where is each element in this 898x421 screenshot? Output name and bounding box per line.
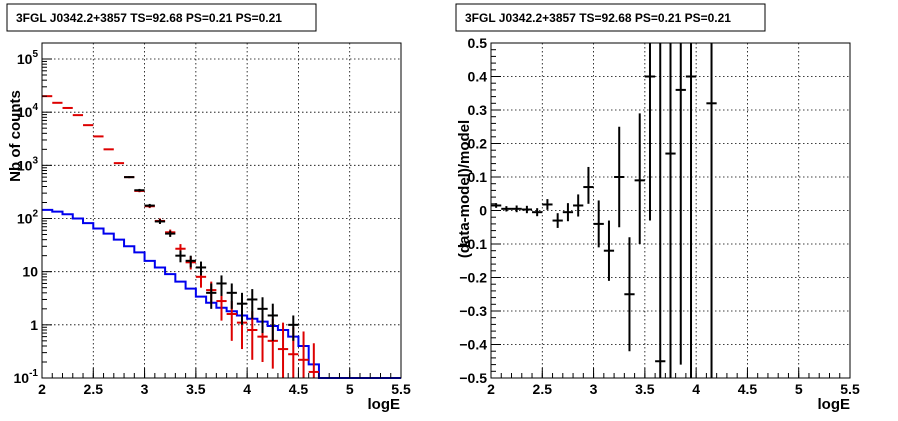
right-y-tick-label: 0.3 [468, 102, 488, 118]
right-x-tick-label: 3.5 [635, 381, 655, 397]
right-y-tick-label: −0.3 [459, 303, 487, 319]
left-series [42, 95, 401, 379]
left-data-point [175, 250, 186, 263]
right-data-point [521, 205, 533, 214]
left-data-point [298, 331, 309, 378]
left-plot-frame [41, 42, 402, 379]
left-grid [42, 43, 401, 378]
right-data-point [603, 220, 615, 281]
right-y-tick-label: 0 [479, 203, 487, 219]
right-x-tick-label: 5 [795, 381, 803, 397]
left-data-point [308, 343, 319, 378]
left-data-point [195, 261, 207, 276]
left-data-point [165, 230, 176, 237]
left-data-point [144, 203, 155, 208]
left-x-tick-label: 3.5 [186, 381, 206, 397]
right-data-point [562, 203, 574, 222]
left-x-tick-label: 4.5 [289, 381, 309, 397]
right-data-point [542, 199, 553, 210]
left-data-point [257, 297, 268, 334]
left-x-tick-label: 2 [38, 381, 46, 397]
right-y-tick-label: 0.1 [468, 169, 488, 185]
left-x-tick-label: 3 [141, 381, 149, 397]
left-x-tick-label: 2.5 [84, 381, 104, 397]
left-y-tick-label: 103 [17, 155, 39, 173]
left-data-point [206, 283, 217, 309]
right-panel: 3FGL J0342.2+3857 TS=92.68 PS=0.21 PS=0.… [455, 3, 860, 413]
left-y-tick-label: 1 [30, 317, 38, 333]
right-y-axis-label: (data-model)/model [456, 120, 473, 258]
right-data-point [685, 43, 697, 378]
right-data-point [552, 213, 563, 228]
left-y-tick-label: 10 [22, 264, 38, 280]
right-x-tick-label: 4 [692, 381, 700, 397]
right-data-point [614, 126, 625, 228]
right-y-tick-label: −0.1 [459, 236, 487, 252]
right-x-tick-label: 4.5 [738, 381, 758, 397]
right-chart-title: 3FGL J0342.2+3857 TS=92.68 PS=0.21 PS=0.… [465, 11, 731, 25]
right-data-point [573, 194, 584, 217]
right-data-point [501, 206, 512, 212]
right-series [491, 43, 717, 378]
right-x-axis-label: logE [818, 396, 851, 413]
right-y-tick-label: 0.5 [468, 35, 488, 51]
left-data-point [134, 188, 145, 192]
right-y-tick-label: −0.4 [459, 337, 487, 353]
left-data-point [93, 135, 104, 138]
right-data-point [634, 113, 645, 244]
left-data-point [247, 289, 258, 319]
left-x-tick-label: 5 [346, 381, 354, 397]
left-x-tick-label: 5.5 [391, 381, 411, 397]
left-data-point [267, 303, 278, 341]
right-ticks: 2 2.5 3 3.5 4 4.5 5 5.5 −0.5 −0.4 −0.3 −0.2 −0.1 0 0.1… [459, 35, 860, 397]
right-x-tick-label: 3 [590, 381, 598, 397]
left-data-point [124, 176, 135, 179]
right-title-box [455, 3, 766, 32]
right-y-tick-label: 0.4 [468, 69, 488, 85]
right-data-point [675, 43, 686, 365]
right-data-point [593, 200, 604, 248]
right-x-tick-label: 2 [487, 381, 495, 397]
left-data-point [226, 283, 237, 309]
left-data-point [277, 322, 289, 378]
right-data-point [624, 237, 635, 352]
right-data-point [491, 203, 502, 208]
left-data-point [216, 275, 227, 296]
left-data-point [185, 255, 196, 268]
left-y-axis-label: Nb of counts [7, 90, 24, 182]
left-data-point [247, 311, 258, 360]
left-y-tick-label: 105 [17, 49, 39, 67]
left-data-point [103, 148, 114, 151]
right-y-tick-label: 0.2 [468, 136, 488, 152]
left-data-point [154, 219, 166, 224]
left-y-tick-label: 10-1 [14, 368, 39, 386]
left-chart-title: 3FGL J0342.2+3857 TS=92.68 PS=0.21 PS=0.… [16, 11, 282, 25]
left-model-step-line [42, 208, 401, 379]
right-data-point [644, 43, 656, 221]
left-panel: 3FGL J0342.2+3857 TS=92.68 PS=0.21 PS=0.… [6, 3, 411, 413]
right-data-point [583, 166, 594, 204]
left-x-tick-label: 4 [243, 381, 251, 397]
right-x-tick-label: 2.5 [533, 381, 553, 397]
right-x-tick-label: 5.5 [840, 381, 860, 397]
left-x-axis-label: logE [368, 396, 401, 413]
right-data-point [532, 208, 543, 217]
right-data-point [511, 205, 522, 213]
right-data-point [665, 43, 676, 378]
right-data-point [655, 43, 666, 378]
left-ticks: 2 2.5 3 3.5 4 4.5 5 5.5 10-1 1 10 102 103 104 105 [14, 49, 411, 397]
left-y-tick-label: 104 [17, 102, 39, 120]
left-data-point [113, 162, 125, 165]
left-data-point [83, 124, 94, 127]
left-data-point [288, 315, 299, 341]
left-y-tick-label: 102 [17, 209, 39, 227]
left-data-point [236, 292, 248, 325]
right-y-tick-label: −0.2 [459, 270, 487, 286]
right-y-tick-label: −0.5 [459, 370, 487, 386]
right-data-point [706, 43, 717, 378]
left-title-box [6, 3, 317, 32]
